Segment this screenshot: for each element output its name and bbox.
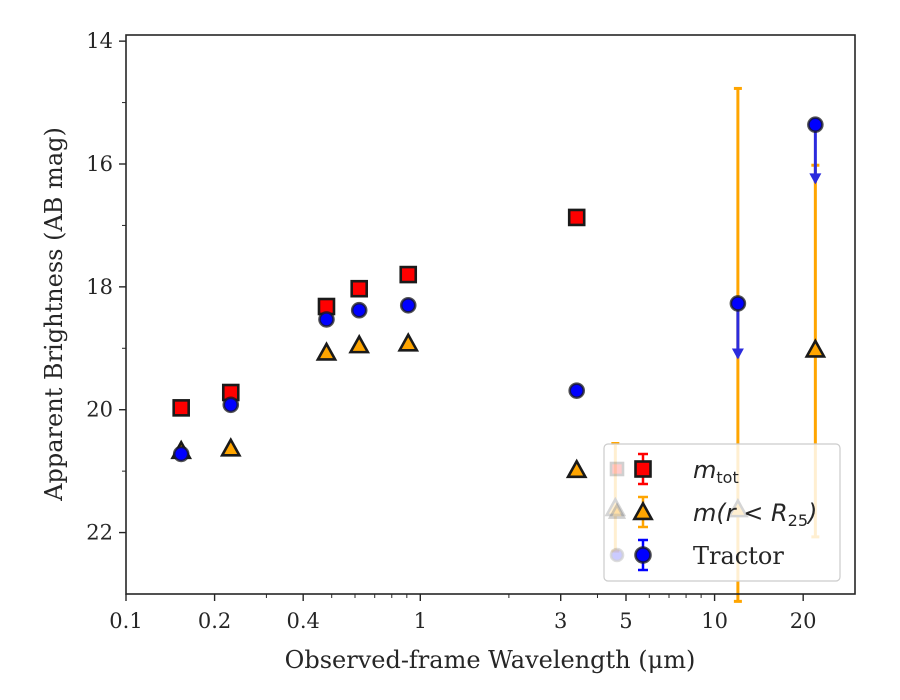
- tractor-point: [222, 396, 240, 414]
- x-tick-label: 1: [414, 609, 427, 633]
- legend-box: [603, 443, 841, 582]
- mtot-point: [399, 265, 418, 284]
- x-tick-label: 0.1: [109, 609, 142, 633]
- y-tick-label: 18: [86, 275, 113, 299]
- y-axis-label: Apparent Brightness (AB mag): [40, 127, 68, 502]
- legend-label: m(r < R25): [693, 499, 817, 530]
- legend: mtot m(r < R25) Tractor: [603, 443, 841, 582]
- legend-faded-marker: [607, 502, 627, 519]
- legend-marker: [634, 546, 652, 564]
- x-tick-label: 10: [701, 609, 728, 633]
- aperture-point: [219, 437, 242, 457]
- legend-faded-marker: [609, 461, 625, 477]
- legend-faded-marker: [609, 547, 625, 563]
- y-tick-label: 20: [86, 398, 113, 422]
- x-tick-label: 0.2: [198, 609, 231, 633]
- mtot-point: [172, 399, 190, 417]
- tractor-point: [729, 295, 747, 312]
- x-tick-label: 0.4: [286, 609, 319, 633]
- legend-marker: [634, 460, 652, 478]
- y-tick-label: 14: [86, 29, 113, 53]
- aperture-point: [315, 341, 338, 361]
- plot-frame: [125, 34, 856, 595]
- axis-ticks: 0.1 0.2 0.4 1 3 5 10 20 14 16 18 20 22: [86, 29, 816, 633]
- tractor-point: [172, 445, 190, 463]
- x-tick-label: 3: [554, 609, 567, 633]
- aperture-point: [565, 458, 588, 479]
- legend-marker: [632, 500, 654, 521]
- tractor-point: [318, 311, 335, 328]
- tractor-point: [568, 382, 586, 399]
- aperture-point: [804, 338, 827, 358]
- aperture-point: [348, 333, 371, 354]
- x-axis-label: Observed-frame Wavelength (μm): [285, 646, 696, 674]
- legend-label: mtot: [693, 456, 739, 487]
- x-tick-label: 5: [619, 609, 632, 633]
- mtot-point: [350, 279, 368, 298]
- tractor-point: [350, 301, 368, 319]
- data-points: [170, 116, 827, 518]
- aperture-point: [397, 332, 420, 352]
- y-tick-label: 16: [86, 152, 113, 176]
- y-tick-label: 22: [86, 521, 113, 545]
- legend-label: Tractor: [693, 542, 784, 570]
- upper-limit-arrow: [809, 173, 822, 185]
- mtot-point: [567, 208, 586, 227]
- x-tick-label: 20: [790, 609, 817, 633]
- upper-limit-arrow: [731, 348, 744, 360]
- tractor-point: [807, 116, 824, 133]
- tractor-point: [399, 296, 417, 314]
